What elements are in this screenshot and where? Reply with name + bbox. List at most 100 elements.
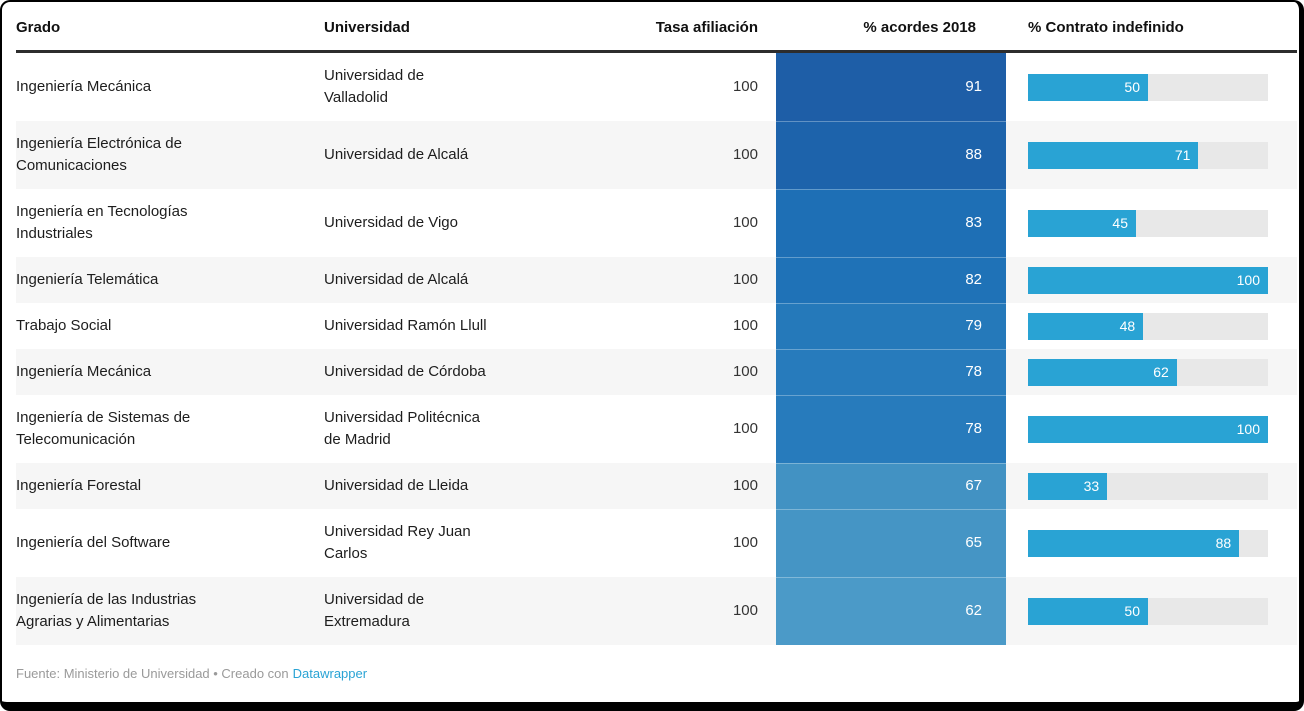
table-row: Ingeniería Telemática Universidad de Alc…	[16, 257, 1297, 303]
spacer	[1268, 121, 1297, 189]
acordes-heatmap-cell: 91	[776, 53, 1006, 121]
grado-cell: Ingeniería Mecánica	[16, 78, 152, 95]
spacer	[758, 509, 776, 577]
bar-track: 48	[1028, 312, 1268, 340]
spacer	[1006, 349, 1028, 395]
contrato-bar-cell: 33	[1028, 463, 1268, 509]
bar-track: 50	[1028, 597, 1268, 625]
grado-cell: Ingeniería de Sistemas de Telecomunicaci…	[16, 409, 191, 448]
table-row: Ingeniería Mecánica Universidad de Valla…	[16, 53, 1297, 121]
spacer	[1268, 509, 1297, 577]
contrato-bar-cell: 100	[1028, 257, 1268, 303]
tasa-cell: 100	[732, 146, 758, 163]
spacer	[1268, 257, 1297, 303]
spacer	[1006, 509, 1028, 577]
column-header-tasa-afiliacion: Tasa afiliación	[655, 19, 758, 36]
universidad-cell: Universidad de Lleida	[324, 477, 469, 494]
universidad-cell: Universidad Politécnica de Madrid	[324, 409, 480, 448]
contrato-bar-cell: 62	[1028, 349, 1268, 395]
bar-fill: 50	[1028, 597, 1148, 625]
universidad-cell: Universidad de Extremadura	[324, 591, 425, 630]
universidad-cell: Universidad de Valladolid	[324, 67, 425, 106]
bar-value: 48	[1119, 317, 1136, 334]
acordes-heatmap-cell: 78	[776, 395, 1006, 463]
footer: Fuente: Ministerio de Universidad • Crea…	[2, 645, 1299, 702]
universidad-cell: Universidad de Córdoba	[324, 363, 486, 380]
universidad-cell: Universidad de Alcalá	[324, 146, 469, 163]
spacer	[1268, 18, 1297, 50]
bar-value: 100	[1236, 420, 1260, 437]
bar-track: 62	[1028, 358, 1268, 386]
table-row: Ingeniería Forestal Universidad de Lleid…	[16, 463, 1297, 509]
column-header-universidad: Universidad	[324, 19, 410, 36]
table-header-row: Grado Universidad Tasa afiliación % acor…	[16, 2, 1297, 53]
spacer	[1006, 577, 1028, 645]
bar-track: 100	[1028, 266, 1268, 294]
datawrapper-link[interactable]: Datawrapper	[292, 666, 368, 681]
acordes-value: 78	[965, 363, 982, 380]
spacer	[1268, 577, 1297, 645]
acordes-value: 79	[965, 317, 982, 334]
spacer	[1006, 395, 1028, 463]
acordes-value: 83	[965, 214, 982, 231]
tasa-cell: 100	[732, 534, 758, 551]
universidad-cell: Universidad Ramón Llull	[324, 317, 487, 334]
column-header-grado: Grado	[16, 19, 61, 36]
spacer	[1006, 463, 1028, 509]
spacer	[1268, 53, 1297, 121]
acordes-value: 78	[965, 420, 982, 437]
tasa-cell: 100	[732, 363, 758, 380]
contrato-bar-cell: 45	[1028, 189, 1268, 257]
table-row: Ingeniería del Software Universidad Rey …	[16, 509, 1297, 577]
spacer	[758, 257, 776, 303]
bar-fill: 48	[1028, 312, 1144, 340]
universidad-cell: Universidad de Vigo	[324, 214, 458, 231]
spacer	[758, 189, 776, 257]
contrato-bar-cell: 50	[1028, 53, 1268, 121]
universidad-cell: Universidad Rey Juan Carlos	[324, 523, 471, 562]
data-table: Grado Universidad Tasa afiliación % acor…	[2, 2, 1299, 645]
bar-value: 45	[1112, 214, 1128, 231]
bar-value: 88	[1215, 534, 1232, 551]
contrato-bar-cell: 48	[1028, 303, 1268, 349]
acordes-value: 88	[965, 146, 982, 163]
contrato-bar-cell: 71	[1028, 121, 1268, 189]
column-header-contrato-indefinido: % Contrato indefinido	[1028, 19, 1184, 36]
bar-fill: 100	[1028, 266, 1268, 294]
spacer	[1268, 349, 1297, 395]
source-text: Fuente: Ministerio de Universidad • Crea…	[16, 666, 289, 681]
bar-track: 45	[1028, 209, 1268, 237]
bar-fill: 33	[1028, 472, 1108, 500]
spacer	[1006, 303, 1028, 349]
bar-fill: 45	[1028, 209, 1136, 237]
spacer	[1268, 303, 1297, 349]
spacer	[758, 577, 776, 645]
spacer	[1006, 18, 1028, 50]
bar-value: 62	[1153, 363, 1169, 380]
bar-fill: 71	[1028, 141, 1199, 169]
grado-cell: Ingeniería Forestal	[16, 477, 142, 494]
bar-value: 71	[1174, 146, 1191, 163]
tasa-cell: 100	[732, 78, 758, 95]
acordes-heatmap-cell: 78	[776, 349, 1006, 395]
bar-track: 100	[1028, 415, 1268, 443]
bar-fill: 100	[1028, 415, 1268, 443]
bar-value: 50	[1124, 602, 1140, 619]
grado-cell: Ingeniería Electrónica de Comunicaciones	[16, 135, 182, 174]
spacer	[1006, 121, 1028, 189]
bar-track: 50	[1028, 73, 1268, 101]
spacer	[758, 121, 776, 189]
acordes-heatmap-cell: 83	[776, 189, 1006, 257]
spacer	[1268, 189, 1297, 257]
tasa-cell: 100	[732, 477, 758, 494]
bar-track: 33	[1028, 472, 1268, 500]
table-row: Ingeniería de las Industrias Agrarias y …	[16, 577, 1297, 645]
spacer	[758, 395, 776, 463]
spacer	[758, 349, 776, 395]
spacer	[1006, 53, 1028, 121]
universidad-cell: Universidad de Alcalá	[324, 271, 469, 288]
acordes-heatmap-cell: 65	[776, 509, 1006, 577]
tasa-cell: 100	[732, 317, 758, 334]
grado-cell: Ingeniería en Tecnologías Industriales	[16, 203, 188, 242]
table-row: Ingeniería Mecánica Universidad de Córdo…	[16, 349, 1297, 395]
